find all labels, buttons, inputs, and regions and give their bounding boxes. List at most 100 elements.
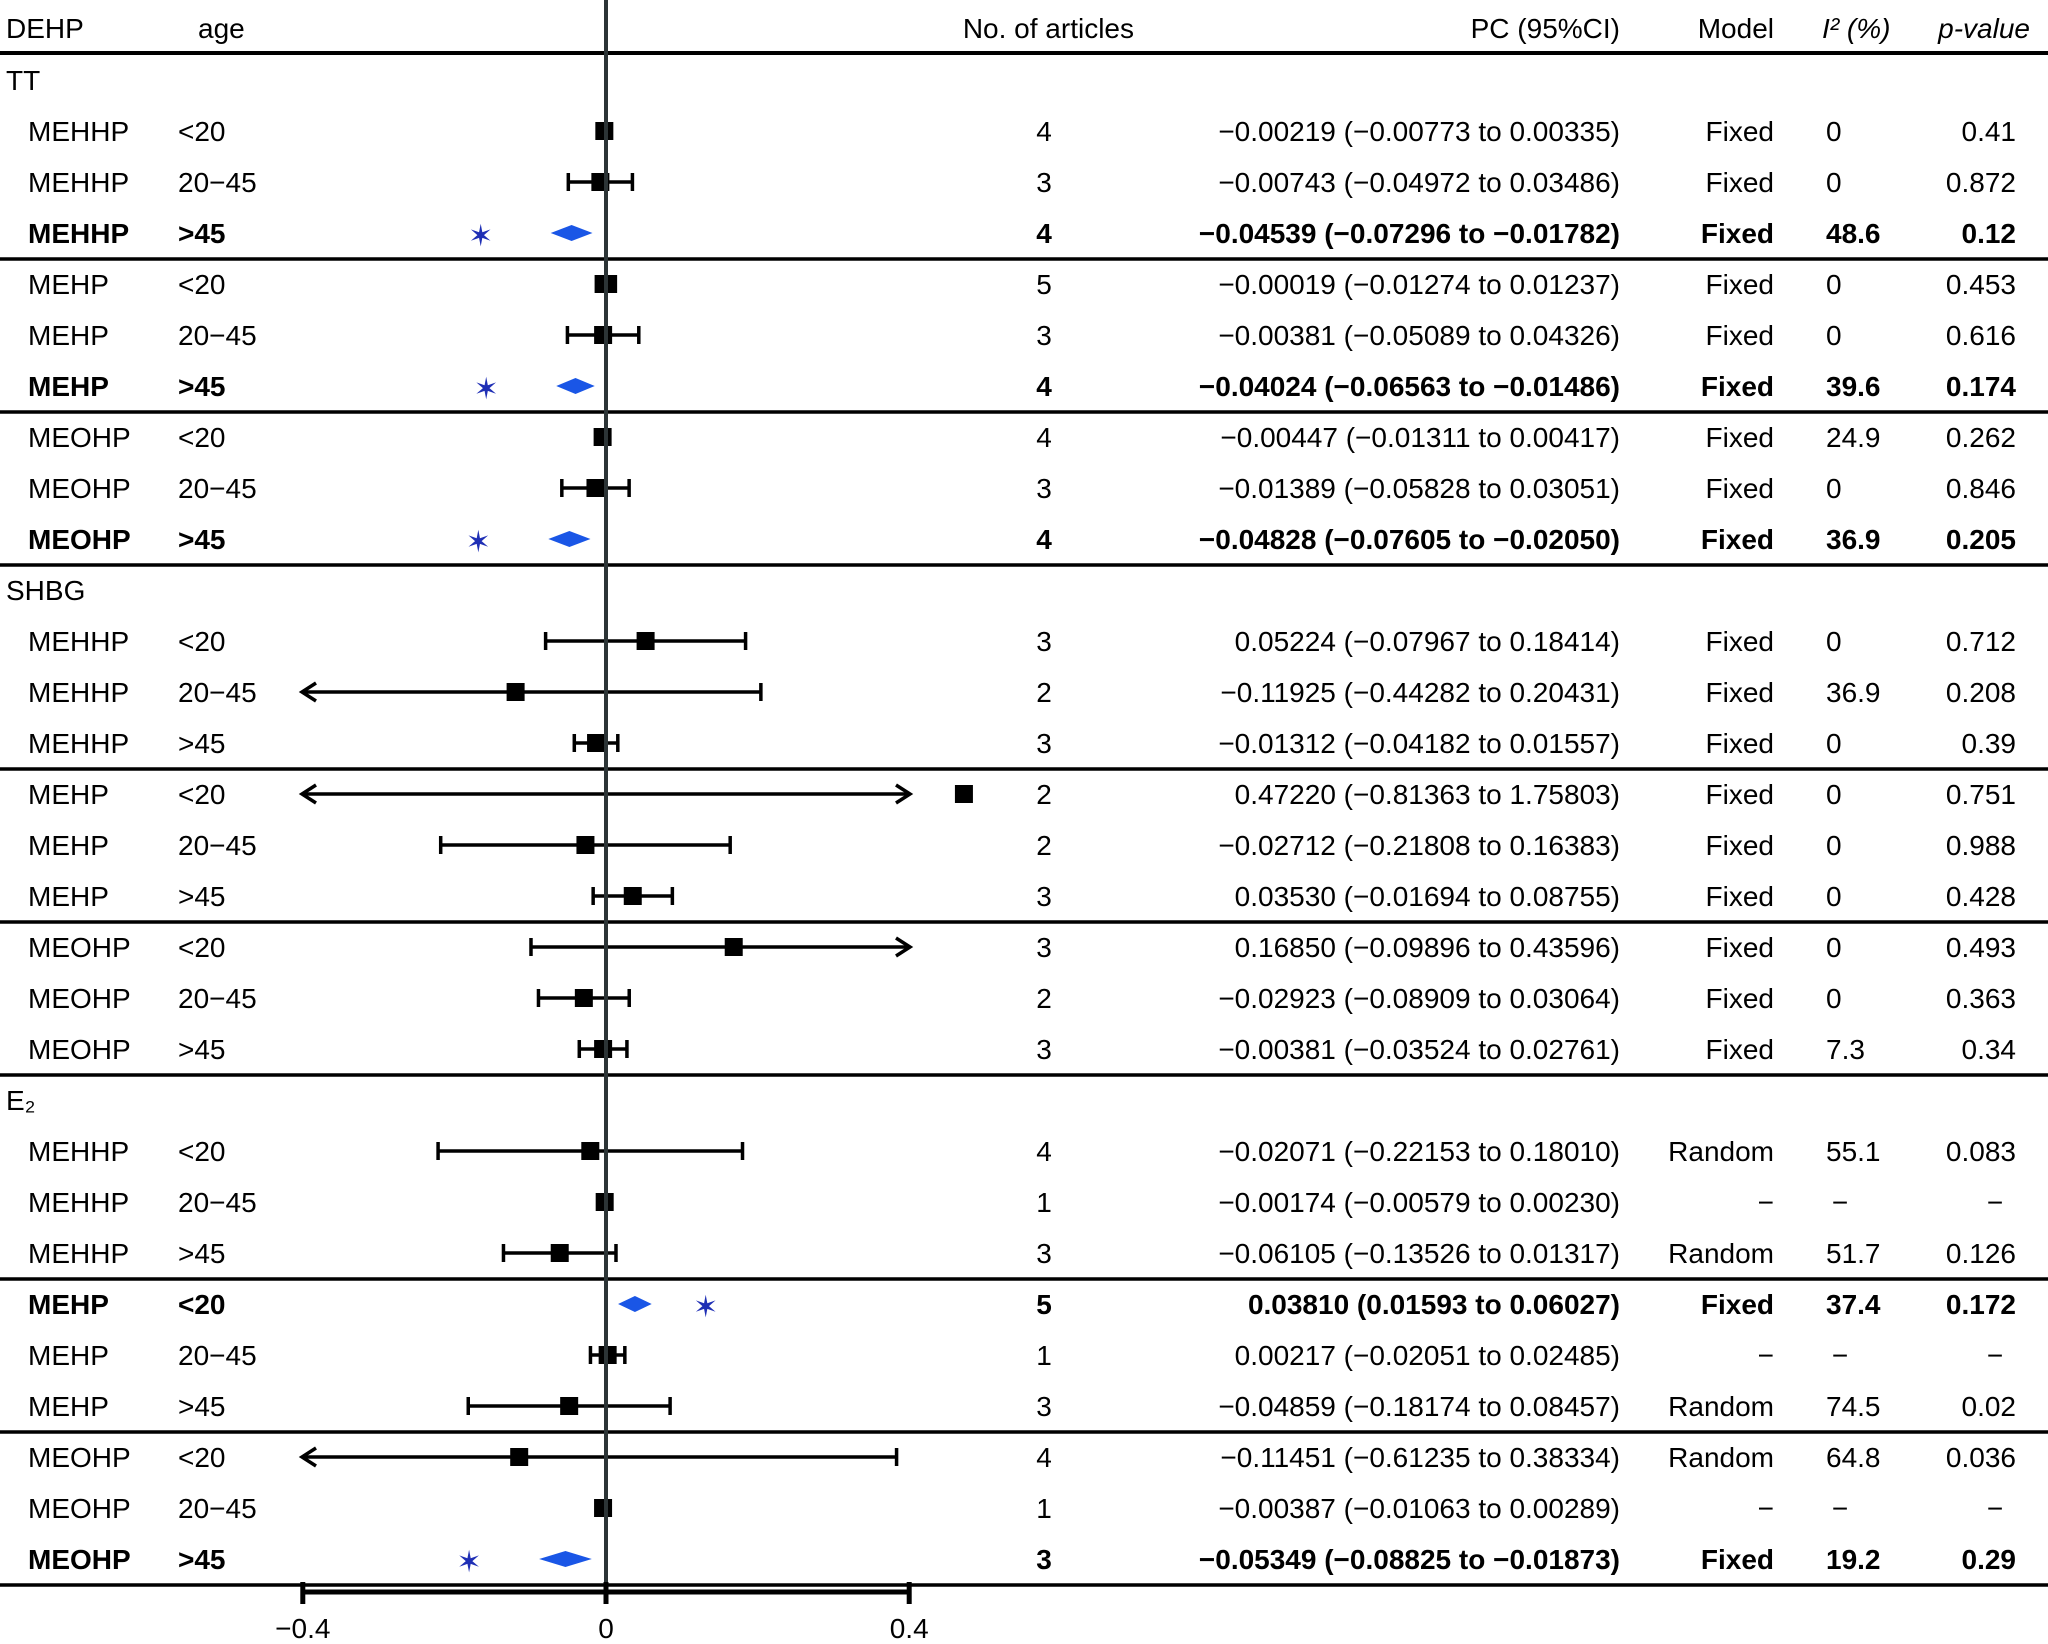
x-tick-label: −0.4 xyxy=(275,1613,330,1644)
row-model: Fixed xyxy=(1706,677,1774,708)
point-estimate xyxy=(954,785,973,803)
row-model: Fixed xyxy=(1706,932,1774,963)
row-articles: 3 xyxy=(1036,167,1052,198)
row-pc: −0.02071 (−0.22153 to 0.18010) xyxy=(1218,1136,1620,1167)
row-dehp: MEHP xyxy=(28,1340,109,1371)
row-age: <20 xyxy=(178,269,226,300)
ci-arrow-right xyxy=(895,936,914,958)
row-i2: − xyxy=(1832,1340,1848,1371)
row-pvalue: − xyxy=(1987,1340,2003,1371)
row-articles: 3 xyxy=(1036,932,1052,963)
row-pvalue: 0.39 xyxy=(1962,728,2017,759)
row-model: Fixed xyxy=(1706,167,1774,198)
row-articles: 3 xyxy=(1036,626,1052,657)
row-pc: −0.00019 (−0.01274 to 0.01237) xyxy=(1218,269,1620,300)
row-articles: 4 xyxy=(1036,1136,1052,1167)
row-pvalue: 0.208 xyxy=(1946,677,2016,708)
row-pc: 0.00217 (−0.02051 to 0.02485) xyxy=(1235,1340,1620,1371)
row-pc: 0.03810 (0.01593 to 0.06027) xyxy=(1248,1289,1620,1320)
group-label-3: E₂ xyxy=(6,1085,36,1116)
row-pc: −0.01312 (−0.04182 to 0.01557) xyxy=(1218,728,1620,759)
row-age: <20 xyxy=(178,779,226,810)
row-pvalue: 0.083 xyxy=(1946,1136,2016,1167)
row-articles: 4 xyxy=(1036,1442,1052,1473)
point-estimate xyxy=(623,887,642,905)
row-articles: 3 xyxy=(1036,1034,1052,1065)
row-pvalue: 0.41 xyxy=(1962,116,2017,147)
row-articles: 3 xyxy=(1036,1238,1052,1269)
row-pvalue: 0.34 xyxy=(1962,1034,2017,1065)
row-model: Fixed xyxy=(1706,1034,1774,1065)
point-estimate xyxy=(574,989,593,1007)
row-age: >45 xyxy=(178,1034,226,1065)
header-pvalue: p-value xyxy=(1937,13,2030,44)
row-i2: 0 xyxy=(1826,269,1842,300)
row-model: Fixed xyxy=(1706,422,1774,453)
row-i2: 74.5 xyxy=(1826,1391,1881,1422)
row-dehp: MEHHP xyxy=(28,728,129,759)
row-pvalue: 0.751 xyxy=(1946,779,2016,810)
row-articles: 1 xyxy=(1036,1187,1052,1218)
row-dehp: MEHHP xyxy=(28,1238,129,1269)
row-pc: 0.05224 (−0.07967 to 0.18414) xyxy=(1235,626,1620,657)
row-articles: 4 xyxy=(1036,422,1052,453)
row-articles: 3 xyxy=(1036,320,1052,351)
row-model: Fixed xyxy=(1706,881,1774,912)
significant-diamond xyxy=(539,1551,592,1567)
row-pvalue: 0.493 xyxy=(1946,932,2016,963)
ci-arrow-left xyxy=(298,1446,317,1468)
point-estimate xyxy=(724,938,743,956)
ci-arrow-left xyxy=(298,681,317,703)
row-dehp: MEOHP xyxy=(28,524,131,555)
row-articles: 2 xyxy=(1036,677,1052,708)
point-estimate xyxy=(587,734,606,752)
row-i2: 7.3 xyxy=(1826,1034,1865,1065)
row-model: Fixed xyxy=(1701,1289,1774,1320)
row-pvalue: 0.172 xyxy=(1946,1289,2016,1320)
row-age: <20 xyxy=(178,626,226,657)
row-articles: 3 xyxy=(1036,881,1052,912)
row-pvalue: 0.02 xyxy=(1962,1391,2017,1422)
row-i2: 0 xyxy=(1826,830,1842,861)
row-pvalue: 0.036 xyxy=(1946,1442,2016,1473)
point-estimate xyxy=(510,1448,529,1466)
row-pvalue: 0.846 xyxy=(1946,473,2016,504)
row-articles: 4 xyxy=(1036,116,1052,147)
row-model: Fixed xyxy=(1706,830,1774,861)
row-model: Fixed xyxy=(1706,473,1774,504)
row-pvalue: 0.174 xyxy=(1946,371,2016,402)
row-articles: 2 xyxy=(1036,983,1052,1014)
point-estimate xyxy=(594,1040,613,1058)
row-pc: −0.00219 (−0.00773 to 0.00335) xyxy=(1218,116,1620,147)
row-model: Random xyxy=(1668,1136,1774,1167)
row-articles: 5 xyxy=(1036,1289,1052,1320)
row-pvalue: − xyxy=(1987,1187,2003,1218)
row-i2: 0 xyxy=(1826,932,1842,963)
row-age: 20−45 xyxy=(178,1187,257,1218)
significant-diamond xyxy=(550,225,593,241)
row-pvalue: 0.988 xyxy=(1946,830,2016,861)
row-articles: 3 xyxy=(1036,1544,1052,1575)
row-age: 20−45 xyxy=(178,830,257,861)
ci-arrow-left xyxy=(298,783,317,805)
row-dehp: MEHP xyxy=(28,779,109,810)
row-dehp: MEHHP xyxy=(28,677,129,708)
significance-star: ✶ xyxy=(474,372,499,407)
row-articles: 3 xyxy=(1036,1391,1052,1422)
row-pvalue: 0.363 xyxy=(1946,983,2016,1014)
point-estimate xyxy=(586,479,605,497)
row-age: 20−45 xyxy=(178,320,257,351)
row-i2: 48.6 xyxy=(1826,218,1881,249)
row-i2: 24.9 xyxy=(1826,422,1881,453)
row-dehp: MEHP xyxy=(28,1289,109,1320)
row-age: >45 xyxy=(178,1238,226,1269)
row-dehp: MEHP xyxy=(28,881,109,912)
significance-star: ✶ xyxy=(466,525,491,560)
row-dehp: MEOHP xyxy=(28,1034,131,1065)
row-model: Fixed xyxy=(1706,983,1774,1014)
row-pvalue: 0.205 xyxy=(1946,524,2016,555)
row-articles: 4 xyxy=(1036,218,1052,249)
row-i2: 36.9 xyxy=(1826,524,1881,555)
row-model: Fixed xyxy=(1701,218,1774,249)
row-pc: −0.00381 (−0.05089 to 0.04326) xyxy=(1218,320,1620,351)
